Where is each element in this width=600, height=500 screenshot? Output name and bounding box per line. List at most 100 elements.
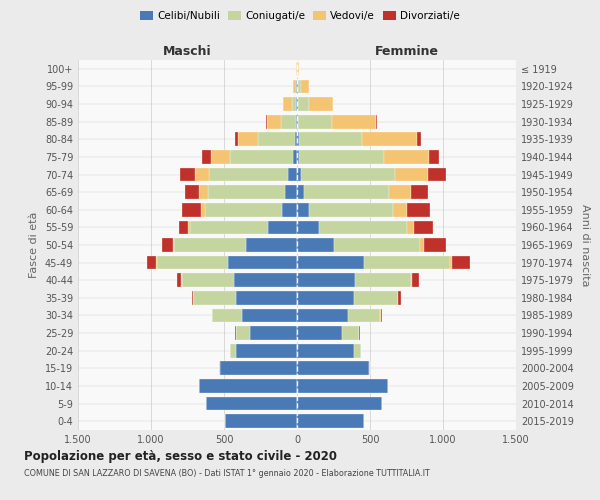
Bar — [299, 132, 362, 146]
Bar — [359, 326, 360, 340]
Bar — [342, 326, 359, 340]
Bar — [211, 150, 230, 164]
Bar — [238, 132, 259, 146]
Bar — [297, 326, 342, 340]
Bar — [297, 168, 301, 181]
Bar — [212, 308, 242, 322]
Bar — [297, 274, 355, 287]
Bar — [156, 256, 157, 270]
Legend: Celibi/Nubili, Coniugati/e, Vedovi/e, Divorziati/e: Celibi/Nubili, Coniugati/e, Vedovi/e, Di… — [136, 6, 464, 25]
Bar — [354, 291, 398, 304]
Bar — [297, 97, 298, 111]
Bar — [297, 132, 299, 146]
Bar — [424, 238, 446, 252]
Bar — [226, 414, 297, 428]
Bar — [179, 220, 188, 234]
Bar — [297, 203, 308, 216]
Bar — [348, 308, 380, 322]
Bar — [199, 379, 297, 393]
Bar — [297, 150, 299, 164]
Bar — [428, 168, 446, 181]
Bar — [384, 150, 429, 164]
Bar — [414, 220, 433, 234]
Bar — [292, 97, 296, 111]
Bar — [192, 291, 193, 304]
Bar — [376, 115, 377, 128]
Bar — [319, 220, 407, 234]
Bar — [301, 80, 309, 94]
Bar — [389, 186, 411, 199]
Y-axis label: Anni di nascita: Anni di nascita — [580, 204, 590, 286]
Y-axis label: Fasce di età: Fasce di età — [29, 212, 39, 278]
Bar — [297, 256, 364, 270]
Bar — [146, 256, 156, 270]
Bar — [246, 238, 297, 252]
Bar — [394, 203, 407, 216]
Bar — [236, 291, 297, 304]
Bar — [412, 274, 419, 287]
Text: Popolazione per età, sesso e stato civile - 2020: Popolazione per età, sesso e stato civil… — [24, 450, 337, 463]
Bar — [250, 326, 297, 340]
Bar — [220, 362, 297, 375]
Bar — [173, 238, 175, 252]
Bar — [407, 220, 414, 234]
Bar — [299, 150, 384, 164]
Bar — [236, 326, 250, 340]
Bar — [234, 274, 297, 287]
Bar — [297, 344, 354, 358]
Bar — [417, 132, 421, 146]
Bar — [298, 80, 301, 94]
Bar — [297, 186, 304, 199]
Bar — [296, 97, 297, 111]
Bar — [297, 362, 368, 375]
Bar — [398, 291, 401, 304]
Bar — [293, 80, 296, 94]
Bar — [266, 115, 281, 128]
Bar — [281, 115, 296, 128]
Bar — [283, 203, 297, 216]
Bar — [304, 186, 389, 199]
Bar — [297, 396, 382, 410]
Bar — [175, 238, 246, 252]
Bar — [177, 274, 181, 287]
Bar — [298, 62, 299, 76]
Bar — [230, 150, 293, 164]
Text: Maschi: Maschi — [163, 45, 212, 58]
Bar — [200, 203, 205, 216]
Bar — [188, 220, 190, 234]
Bar — [157, 256, 229, 270]
Bar — [161, 238, 173, 252]
Bar — [209, 168, 288, 181]
Bar — [452, 256, 470, 270]
Bar — [395, 168, 428, 181]
Bar — [195, 168, 209, 181]
Bar — [297, 220, 319, 234]
Bar — [354, 344, 361, 358]
Bar — [229, 256, 297, 270]
Bar — [295, 132, 297, 146]
Bar — [297, 115, 298, 128]
Bar — [190, 220, 268, 234]
Bar — [332, 115, 376, 128]
Text: Femmine: Femmine — [374, 45, 439, 58]
Bar — [380, 308, 382, 322]
Bar — [419, 238, 424, 252]
Bar — [199, 186, 208, 199]
Bar — [451, 256, 452, 270]
Bar — [283, 97, 292, 111]
Bar — [301, 168, 395, 181]
Bar — [297, 379, 388, 393]
Bar — [288, 168, 297, 181]
Bar — [286, 186, 297, 199]
Bar — [355, 274, 411, 287]
Bar — [368, 362, 370, 375]
Bar — [364, 256, 451, 270]
Bar — [297, 291, 354, 304]
Bar — [298, 97, 310, 111]
Bar — [297, 414, 364, 428]
Bar — [362, 132, 417, 146]
Bar — [202, 150, 211, 164]
Bar — [206, 396, 297, 410]
Bar — [193, 291, 236, 304]
Bar — [334, 238, 419, 252]
